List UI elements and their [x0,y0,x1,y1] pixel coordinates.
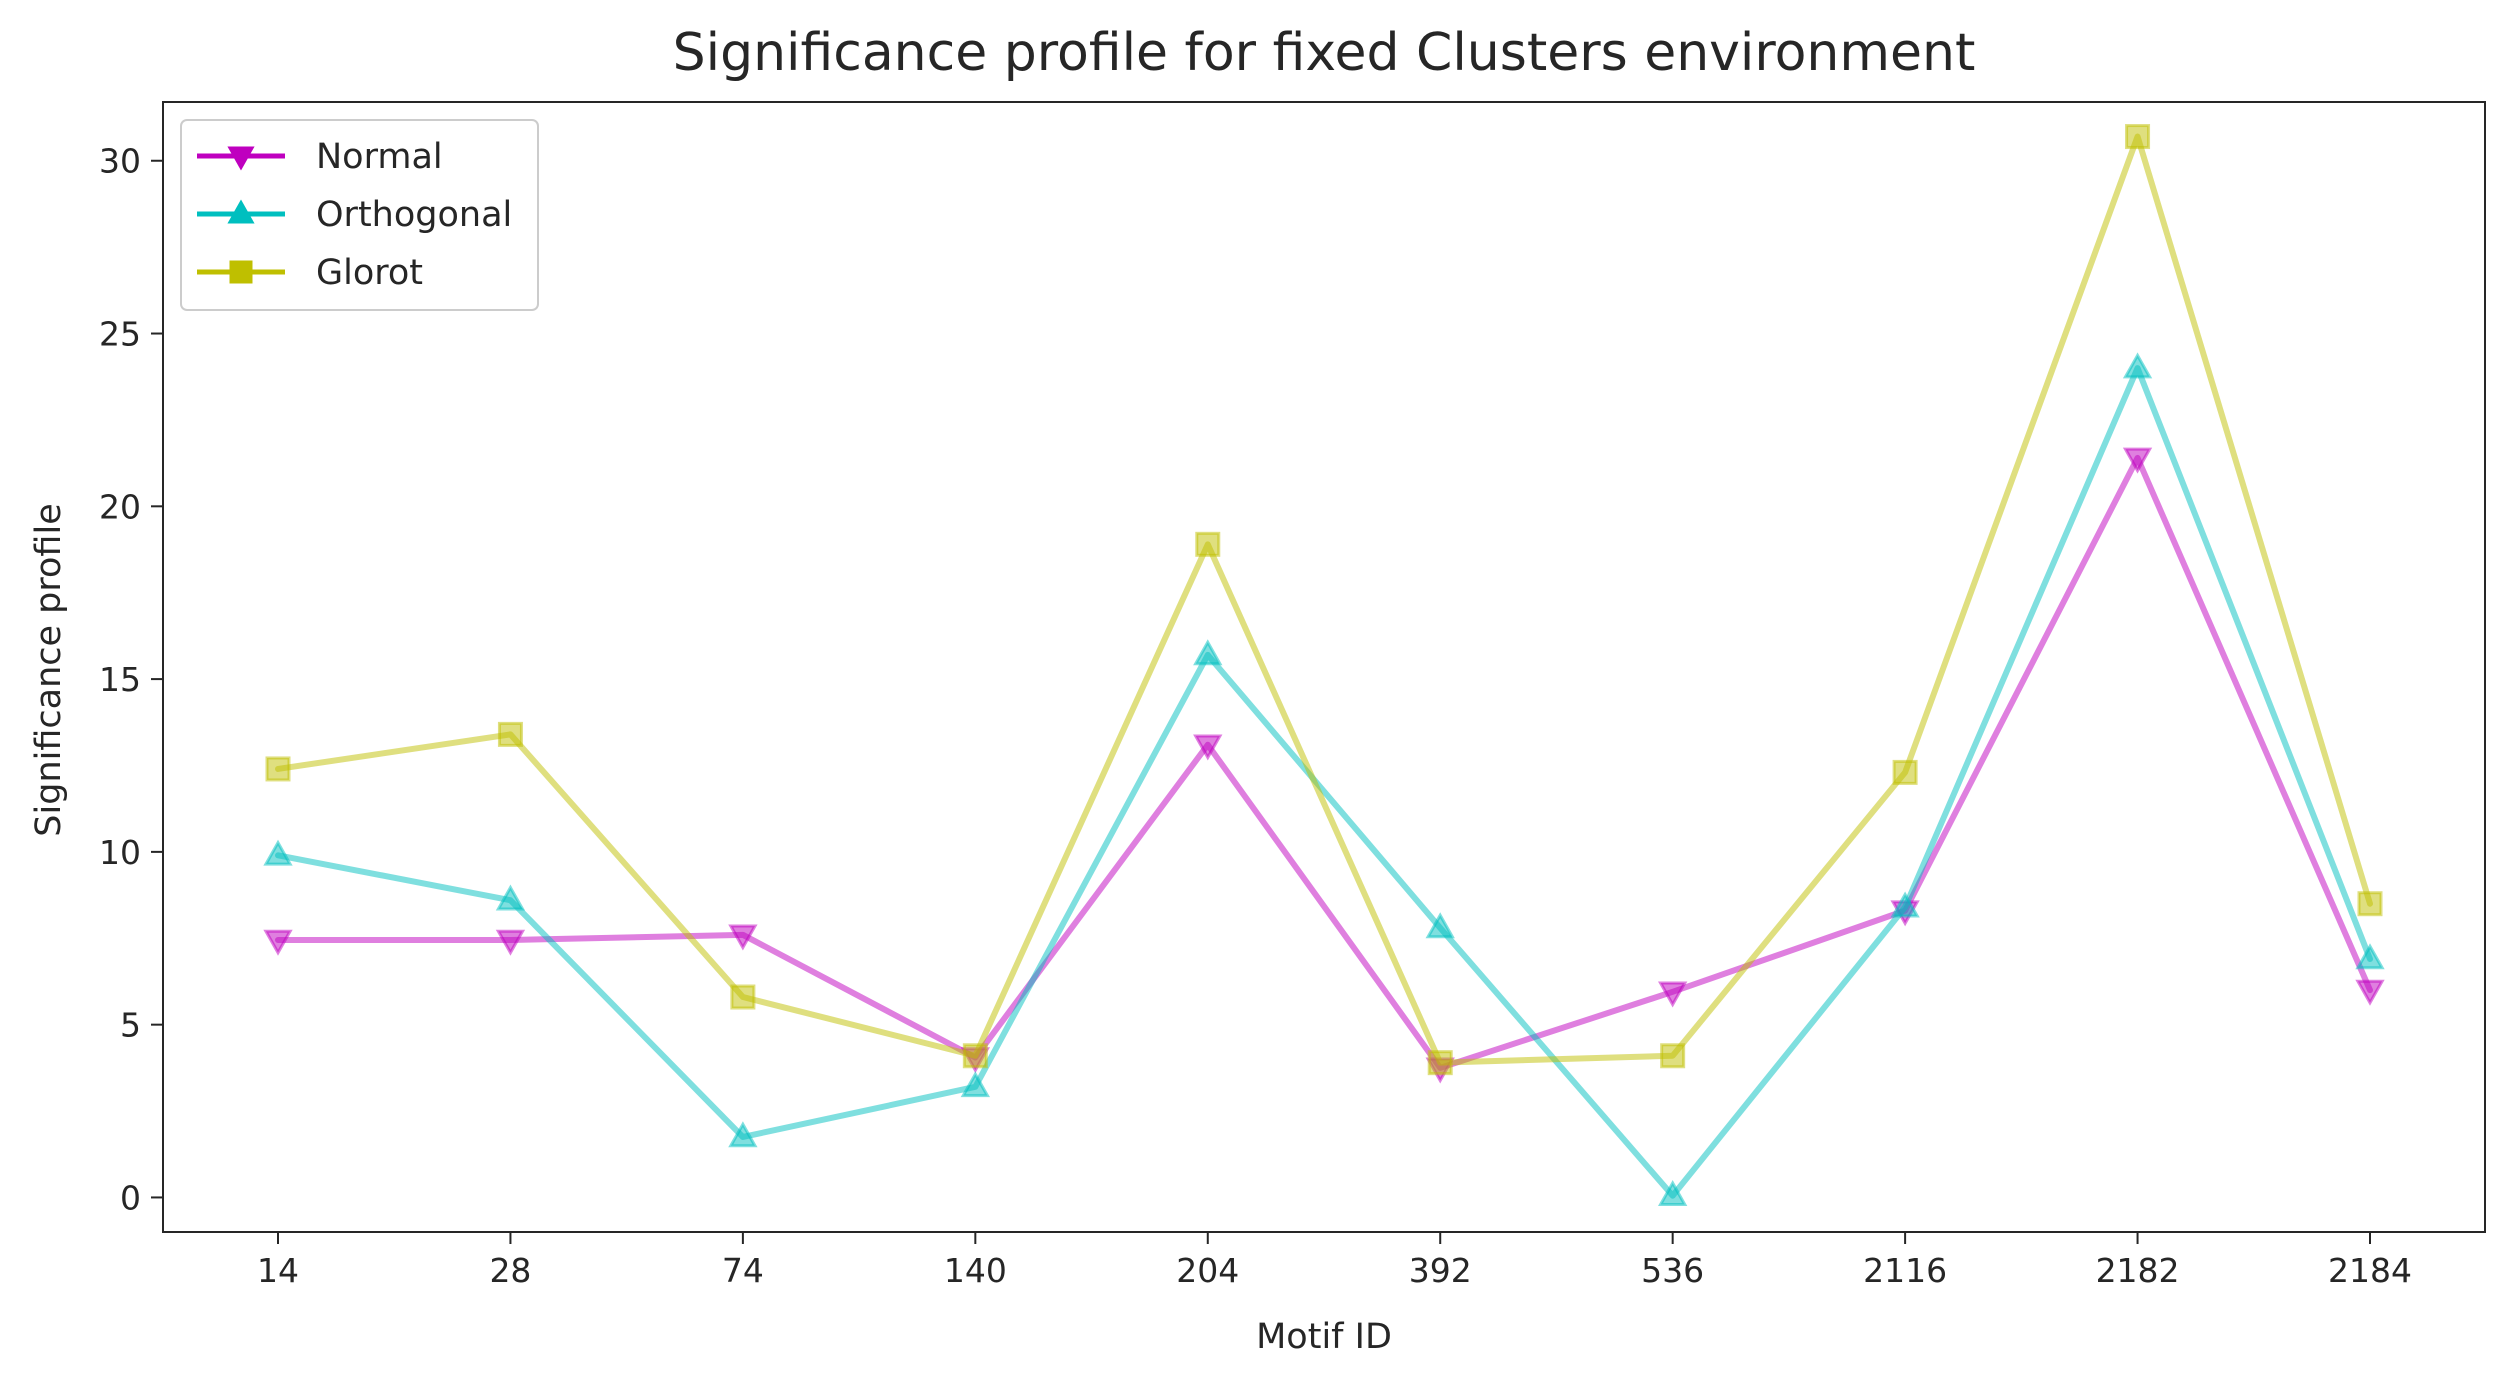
legend-marker [227,146,255,171]
y-axis-label: Significance profile [29,503,69,836]
data-point [1193,734,1223,761]
data-point [263,929,293,956]
legend-item-glorot: Glorot [197,253,423,293]
data-point [1657,1180,1688,1207]
y-tick-label: 0 [120,1178,141,1217]
data-point [1892,759,1918,785]
data-point [2125,124,2151,150]
x-axis: 14 28 74 140 204 392 536 2116 2182 2184 [257,1232,2412,1290]
x-tick-label: 536 [1641,1251,1704,1290]
series-layer [263,124,2385,1207]
data-point [2355,979,2385,1006]
data-point [728,924,758,951]
series-line [275,133,2373,1066]
x-tick-label: 14 [257,1251,299,1290]
legend-label: Normal [316,137,443,177]
data-point [2122,352,2153,379]
data-point [728,1121,758,1148]
plot-area [162,101,2486,1233]
series-orthogonal [263,352,2385,1207]
x-tick-label: 204 [1176,1251,1239,1290]
series-glorot [265,124,2383,1076]
data-point [1660,1043,1686,1069]
data-point [265,756,291,782]
legend-box [180,119,539,311]
legend-marker [227,199,255,224]
legend-item-normal: Normal [197,137,443,177]
data-point [495,929,526,956]
chart-title: Significance profile for fixed Clusters … [673,23,1976,83]
data-point [1890,891,1920,918]
x-tick-label: 392 [1409,1251,1472,1290]
y-axis: 0 5 10 15 20 25 30 [99,142,163,1217]
x-tick-label: 140 [944,1251,1007,1290]
y-tick-label: 30 [99,142,141,181]
data-point [1193,639,1223,666]
data-point [1427,1050,1453,1076]
legend-label: Glorot [316,253,423,293]
x-tick-label: 2184 [2328,1251,2412,1290]
x-tick-label: 2116 [1863,1251,1947,1290]
data-point [1657,981,1688,1008]
legend: Normal Orthogonal Glorot [180,119,539,311]
y-tick-label: 25 [99,315,141,354]
data-point [263,839,293,866]
legend-item-orthogonal: Orthogonal [197,195,512,235]
data-point [2357,891,2383,917]
data-point [495,884,526,911]
legend-marker [229,260,253,284]
series-line [275,454,2373,1071]
data-point [1425,912,1455,939]
y-tick-label: 10 [99,833,141,872]
data-point [2355,943,2385,970]
x-axis-label: Motif ID [1256,1317,1392,1357]
x-tick-label: 28 [489,1251,531,1290]
y-tick-label: 5 [120,1006,141,1045]
data-point [960,1071,991,1098]
x-tick-label: 2182 [2096,1251,2180,1290]
legend-label: Orthogonal [316,195,512,235]
y-tick-label: 20 [99,487,141,526]
data-point [2122,447,2153,474]
plot-frame [162,101,2486,1233]
data-point [962,1043,988,1069]
x-tick-label: 74 [722,1251,764,1290]
data-point [1195,531,1221,557]
data-point [497,721,523,747]
data-point [730,984,756,1010]
y-tick-label: 15 [99,660,141,699]
series-line [275,365,2373,1199]
